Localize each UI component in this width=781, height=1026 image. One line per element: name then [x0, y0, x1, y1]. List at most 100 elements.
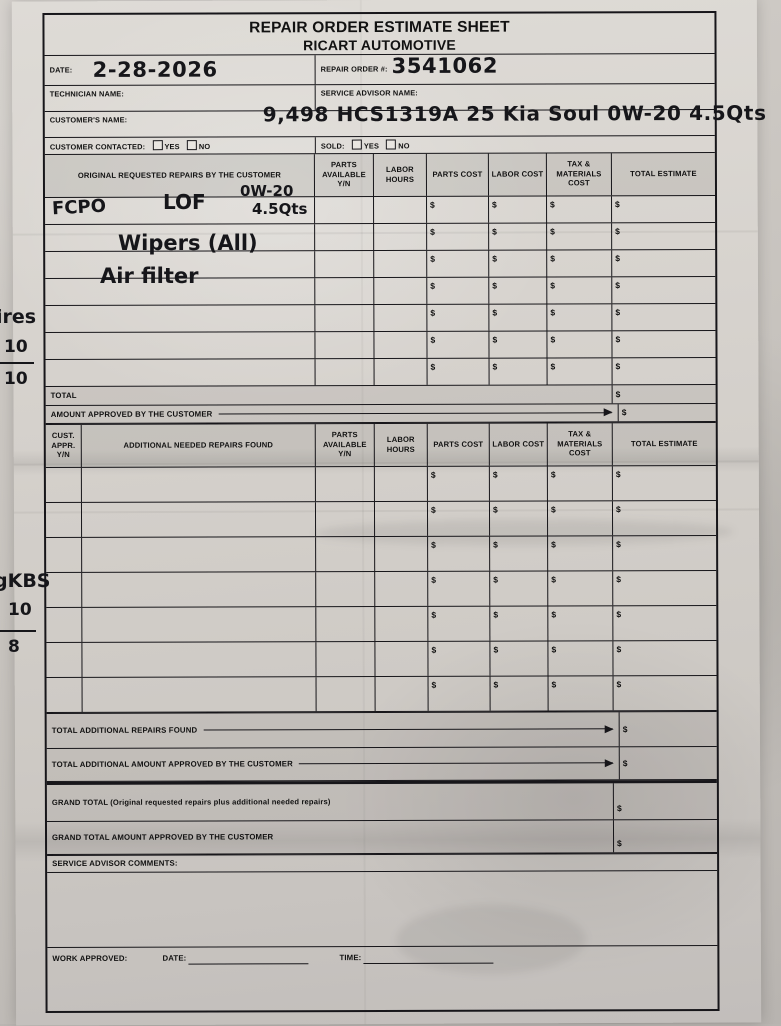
table-cell[interactable]: $: [488, 501, 548, 536]
table-cell[interactable]: [46, 359, 315, 386]
table-cell[interactable]: $: [426, 304, 489, 331]
table-cell[interactable]: $: [489, 606, 548, 641]
table-cell[interactable]: [374, 676, 428, 711]
table-row[interactable]: $ $ $ $: [45, 249, 716, 279]
table-cell[interactable]: [47, 678, 82, 712]
table-cell[interactable]: $: [488, 331, 547, 358]
customer-contacted-field[interactable]: CUSTOMER CONTACTED: YES NO: [45, 137, 315, 154]
table-row[interactable]: $ $ $ $: [45, 303, 716, 333]
table-row[interactable]: $ $ $ $: [45, 465, 716, 503]
sold-field[interactable]: SOLD: YES NO: [314, 135, 715, 153]
table-cell[interactable]: [374, 571, 428, 606]
table-cell[interactable]: $: [547, 605, 613, 641]
table-cell[interactable]: [46, 538, 81, 572]
table-cell[interactable]: [315, 641, 375, 676]
service-advisor-comments-area[interactable]: [47, 871, 717, 947]
table-cell[interactable]: [314, 277, 374, 304]
table-cell[interactable]: $: [426, 223, 489, 250]
table-cell[interactable]: $: [426, 466, 489, 501]
checkbox-sold-no[interactable]: [386, 139, 397, 150]
table-row[interactable]: $ $ $ $: [46, 675, 717, 713]
table-row[interactable]: $ $ $ $: [45, 357, 716, 387]
table-cell[interactable]: $: [547, 570, 613, 606]
table-cell[interactable]: [373, 358, 427, 385]
table-cell[interactable]: [373, 331, 427, 358]
table-cell[interactable]: [373, 304, 427, 331]
table-cell[interactable]: [314, 501, 375, 536]
total-additional-repairs-value[interactable]: $: [618, 711, 717, 746]
table-cell[interactable]: $: [612, 675, 717, 710]
table-cell[interactable]: $: [546, 500, 613, 536]
table-cell[interactable]: [315, 536, 375, 571]
table-cell[interactable]: $: [426, 250, 489, 277]
table-cell[interactable]: [46, 608, 81, 642]
table-cell[interactable]: $: [611, 357, 716, 384]
table-cell[interactable]: $: [427, 536, 490, 571]
table-cell[interactable]: [81, 571, 316, 607]
table-cell[interactable]: $: [611, 249, 716, 276]
date-field[interactable]: DATE: 2-28-2026: [45, 55, 315, 85]
table-row[interactable]: $ $ $ $: [45, 195, 716, 225]
table-cell[interactable]: $: [488, 277, 547, 304]
table-cell[interactable]: $: [427, 676, 490, 711]
table-cell[interactable]: $: [546, 330, 612, 358]
table-cell[interactable]: $: [611, 465, 716, 500]
table-cell[interactable]: [373, 250, 427, 277]
table-cell[interactable]: [314, 196, 374, 223]
repair-order-field[interactable]: REPAIR ORDER #: 3541062: [314, 53, 715, 84]
table-cell[interactable]: $: [611, 330, 716, 357]
total-additional-approved-value[interactable]: $: [618, 746, 717, 779]
table-cell[interactable]: [45, 278, 314, 305]
table-cell[interactable]: $: [611, 195, 716, 222]
table-row[interactable]: $ $ $ $: [46, 570, 717, 608]
table-cell[interactable]: $: [489, 641, 548, 676]
table-cell[interactable]: [314, 331, 374, 358]
table-row[interactable]: $ $ $ $: [45, 330, 716, 360]
table-cell[interactable]: $: [489, 571, 548, 606]
grand-total-approved-value[interactable]: $: [612, 819, 718, 853]
table-cell[interactable]: [46, 573, 81, 607]
table-cell[interactable]: $: [426, 196, 489, 223]
table-cell[interactable]: $: [546, 303, 612, 331]
table-cell[interactable]: $: [426, 277, 489, 304]
table-cell[interactable]: $: [489, 536, 548, 571]
table-cell[interactable]: [314, 223, 374, 250]
table-cell[interactable]: $: [488, 196, 547, 223]
table-row[interactable]: $ $ $ $: [46, 605, 717, 643]
table-cell[interactable]: [314, 358, 374, 385]
table-cell[interactable]: [45, 224, 314, 251]
table-row[interactable]: $ $ $ $: [46, 640, 717, 678]
grand-total-value[interactable]: $: [612, 782, 717, 820]
table-cell[interactable]: [81, 641, 316, 677]
table-cell[interactable]: [45, 251, 314, 278]
table-cell[interactable]: [315, 571, 375, 606]
table-row[interactable]: $ $ $ $: [45, 500, 717, 538]
table-cell[interactable]: $: [488, 358, 547, 385]
customer-name-row[interactable]: CUSTOMER'S NAME: 9,498 HCS1319A 25 Kia S…: [44, 100, 767, 137]
checkbox-contacted-no[interactable]: [186, 139, 197, 150]
table-cell[interactable]: $: [546, 222, 612, 250]
checkbox-contacted-yes[interactable]: [152, 139, 163, 150]
table-cell[interactable]: [81, 536, 316, 572]
table-cell[interactable]: $: [427, 641, 490, 676]
table-cell[interactable]: $: [546, 357, 612, 385]
table-cell[interactable]: $: [611, 500, 717, 535]
table-cell[interactable]: [373, 466, 427, 501]
table-cell[interactable]: $: [546, 465, 612, 501]
table-cell[interactable]: $: [488, 466, 547, 501]
table-cell[interactable]: $: [546, 276, 612, 304]
table-cell[interactable]: $: [426, 358, 489, 385]
table-cell[interactable]: $: [546, 195, 612, 223]
table-cell[interactable]: [46, 503, 81, 537]
amount-approved-value-cell[interactable]: $: [617, 403, 716, 421]
table-cell[interactable]: [45, 197, 314, 224]
checkbox-sold-yes[interactable]: [351, 139, 362, 150]
table-cell[interactable]: $: [611, 276, 716, 303]
total-value-cell[interactable]: $: [611, 384, 716, 403]
footer-time-input[interactable]: [363, 951, 494, 964]
table-cell[interactable]: [315, 606, 375, 641]
table-cell[interactable]: $: [489, 676, 548, 711]
table-cell[interactable]: [373, 501, 428, 536]
table-cell[interactable]: [80, 466, 315, 502]
table-cell[interactable]: [46, 643, 81, 677]
